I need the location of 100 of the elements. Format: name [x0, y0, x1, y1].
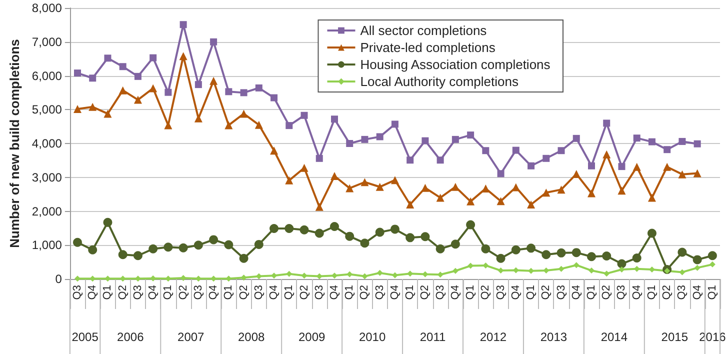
point	[604, 270, 610, 277]
point	[74, 276, 80, 282]
x-tick-label: Q1	[464, 285, 477, 300]
y-tick-label: 1,000	[32, 238, 62, 252]
point	[224, 121, 233, 130]
point	[150, 54, 157, 62]
point	[632, 162, 641, 171]
point	[617, 259, 626, 268]
point	[511, 245, 520, 254]
point	[526, 244, 536, 253]
x-tick-label: Q3	[252, 285, 265, 300]
text: 2009	[298, 330, 326, 344]
point	[556, 248, 566, 258]
x-tick-label: Q3	[71, 285, 84, 300]
point	[194, 114, 202, 122]
point	[542, 154, 550, 162]
text: 2005	[72, 330, 99, 344]
point	[466, 220, 476, 230]
point	[678, 138, 686, 145]
point	[179, 52, 188, 60]
y-tick-label: 2,000	[32, 204, 62, 218]
point	[467, 132, 474, 139]
point	[422, 137, 429, 144]
point	[194, 240, 203, 250]
point	[392, 272, 398, 278]
point	[390, 224, 400, 234]
x-tick-label: Q1	[404, 285, 416, 300]
point	[118, 86, 127, 94]
x-tick-label: Q3	[374, 285, 386, 300]
point	[572, 170, 580, 178]
point	[286, 270, 292, 277]
y-tick-label: 5,000	[32, 102, 62, 117]
point	[104, 54, 112, 62]
point	[270, 94, 278, 102]
text: 2007	[178, 330, 205, 344]
point	[436, 194, 444, 202]
point	[255, 84, 262, 92]
point	[119, 63, 126, 70]
point	[450, 240, 460, 249]
point	[572, 248, 581, 258]
y-tick-label: 7,000	[32, 34, 62, 49]
point	[482, 184, 490, 193]
x-tick-label: Q1	[102, 285, 114, 300]
point	[164, 88, 172, 96]
point	[572, 134, 580, 142]
x-tick-label: Q1	[586, 285, 598, 300]
point	[134, 72, 142, 80]
point	[496, 197, 505, 206]
point	[74, 70, 81, 77]
x-tick-label: Q3	[132, 285, 144, 300]
x-tick-label: Q3	[192, 285, 204, 300]
point	[632, 254, 642, 262]
point	[134, 96, 142, 104]
point	[180, 21, 187, 28]
point	[512, 183, 520, 192]
point	[664, 146, 671, 154]
x-tick-label: Q1	[646, 285, 658, 300]
point	[376, 133, 384, 140]
point	[527, 200, 536, 208]
point	[148, 244, 158, 254]
point	[694, 140, 701, 148]
point	[421, 184, 430, 192]
point	[558, 266, 564, 272]
point	[709, 261, 716, 268]
point	[678, 248, 687, 257]
x-tick-label: Q4	[86, 285, 99, 300]
point	[466, 197, 475, 206]
point	[345, 232, 354, 241]
point	[178, 243, 188, 252]
y-tick-label: 3,000	[32, 170, 62, 184]
point	[376, 182, 384, 191]
x-tick-label: Q4	[388, 285, 401, 300]
x-tick-label: Q4	[147, 285, 160, 300]
point	[270, 224, 279, 234]
x-tick-label: Q4	[208, 285, 220, 300]
point	[542, 250, 551, 260]
x-tick-label: Q4	[570, 285, 582, 300]
x-tick-label: Q1	[706, 285, 718, 300]
point	[496, 254, 506, 263]
point	[451, 182, 460, 191]
point	[390, 176, 399, 184]
point	[542, 188, 550, 197]
x-tick-label: Q3	[313, 285, 326, 300]
point	[602, 150, 611, 158]
x-tick-label: Q1	[283, 285, 296, 300]
point	[693, 169, 702, 178]
y-tick-label: 6,000	[32, 68, 62, 83]
point	[285, 176, 294, 184]
point	[573, 262, 580, 268]
point	[88, 102, 97, 111]
point	[663, 162, 672, 171]
point	[254, 120, 263, 129]
point	[240, 110, 248, 118]
point	[588, 162, 595, 170]
point	[316, 154, 323, 162]
point	[694, 264, 700, 271]
y-tick-label: 0	[55, 272, 62, 286]
point	[210, 76, 218, 85]
x-tick-label: Q2	[419, 285, 432, 300]
point	[648, 138, 656, 146]
